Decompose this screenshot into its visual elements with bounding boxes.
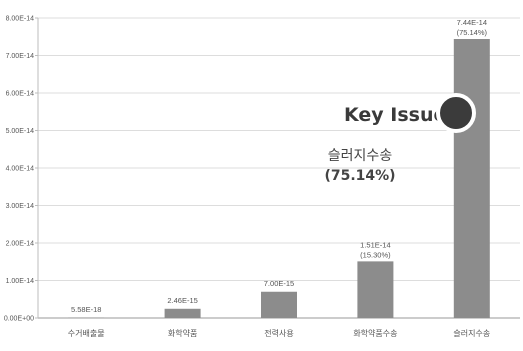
y-tick-label: 1.00E-14	[6, 278, 35, 285]
data-label: 7.44E-14	[457, 18, 487, 27]
key-issue-headline: Key Issue	[344, 104, 446, 126]
key-issue-circle-icon	[436, 93, 476, 133]
y-tick-label: 3.00E-14	[6, 203, 35, 210]
data-label: 1.51E-14	[360, 240, 390, 249]
x-tick-label: 전력사용	[264, 328, 293, 338]
annotation-line1: 슬러지수송	[328, 148, 393, 164]
y-tick-label: 8.00E-14	[6, 16, 35, 23]
y-tick-label: 5.00E-14	[6, 128, 35, 135]
bar	[453, 39, 490, 318]
bars	[68, 39, 490, 318]
y-tick-label: 0.00E+00	[4, 316, 34, 323]
x-tick-label: 화학약품수송	[353, 328, 397, 338]
x-tick-label: 화학약품	[168, 328, 197, 338]
data-label: 5.58E-18	[71, 305, 101, 314]
bar	[357, 261, 394, 318]
bar	[261, 291, 297, 318]
x-tick-label: 슬러지수송	[453, 328, 490, 338]
annotation-line2: (75.14%)	[324, 168, 395, 184]
data-labels: 5.58E-18 2.46E-15 7.00E-15 1.51E-14(15.30%)…	[71, 18, 488, 314]
y-tick-label: 4.00E-14	[6, 166, 35, 173]
bar	[68, 317, 105, 318]
bar	[164, 308, 201, 318]
y-axis-ticks: 0.00E+00 1.00E-14 2.00E-14 3.00E-14 4.00E-14…	[4, 16, 38, 323]
x-tick-label: 수거배출물	[68, 328, 105, 338]
data-label: 2.46E-15	[167, 296, 197, 305]
grid-lines	[38, 17, 520, 281]
percent-label: (75.14%)	[457, 28, 488, 37]
data-label: 7.00E-15	[264, 279, 294, 288]
category-labels: 수거배출물 화학약품 전력사용 화학약품수송 슬러지수송	[68, 328, 490, 338]
y-tick-label: 7.00E-14	[6, 53, 35, 60]
percent-label: (15.30%)	[360, 250, 391, 259]
y-tick-label: 6.00E-14	[6, 91, 35, 98]
y-tick-label: 2.00E-14	[6, 241, 35, 248]
